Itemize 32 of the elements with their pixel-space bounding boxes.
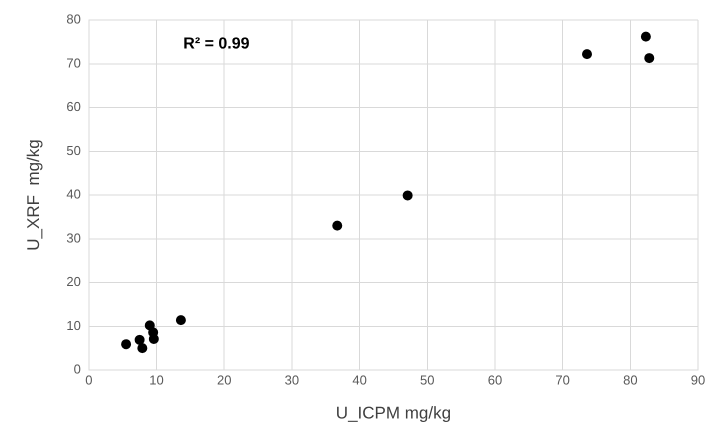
y-tick-label: 0	[74, 362, 81, 377]
y-tick-label: 50	[66, 142, 81, 158]
point	[137, 343, 148, 354]
y-tick-label: 80	[66, 12, 81, 27]
y-tick-label: 60	[66, 99, 81, 114]
x-tick-label: 50	[420, 372, 435, 388]
point	[644, 53, 654, 64]
y-tick-label: 70	[66, 55, 81, 70]
x-tick-label: 0	[85, 372, 92, 388]
y-tick-label: 10	[66, 318, 81, 333]
annotation: R² = 0.99	[183, 35, 250, 52]
x-tick-label: 70	[555, 372, 570, 388]
point	[176, 315, 186, 326]
x-tick-label: 40	[352, 372, 367, 388]
x-tick-label: 60	[488, 372, 502, 388]
point	[402, 190, 413, 200]
y-tick-label: 20	[66, 274, 81, 290]
x-axis-title: U_ICPM mg/kg	[336, 403, 452, 422]
point	[582, 49, 592, 60]
point	[640, 32, 651, 42]
point	[121, 339, 132, 350]
x-tick-label: 20	[216, 372, 232, 388]
x-tick-label: 80	[623, 372, 638, 388]
y-tick-label: 40	[66, 186, 81, 202]
x-tick-label: 90	[690, 372, 706, 388]
x-tick-label: 10	[149, 372, 164, 388]
point	[332, 220, 342, 231]
x-tick-label: 30	[284, 372, 300, 388]
point	[134, 334, 145, 345]
y-tick-label: 30	[66, 230, 81, 246]
point	[148, 334, 159, 344]
y-axis-title: U_XRF mg/kg	[24, 139, 43, 251]
